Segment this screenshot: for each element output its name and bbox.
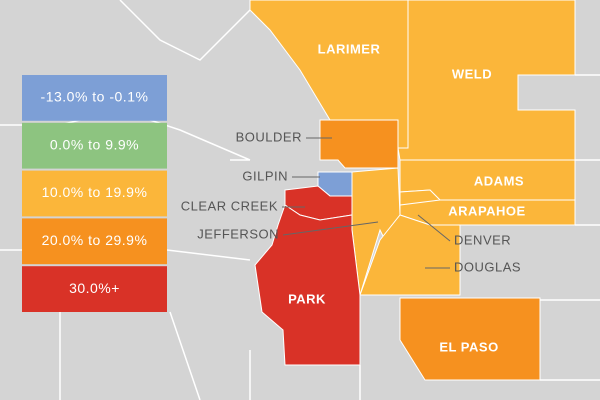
legend-swatch [22, 170, 167, 217]
county [397, 0, 576, 161]
leader-lines [282, 137, 451, 269]
legend-swatch [22, 122, 167, 169]
county-label: ARAPAHOE [448, 203, 525, 218]
county [254, 204, 361, 366]
county-label: EL PASO [439, 339, 498, 354]
county-label: DOUGLAS [454, 259, 521, 274]
county-label: BOULDER [236, 129, 302, 144]
county-label: DENVER [454, 232, 511, 247]
county [399, 297, 541, 381]
county [399, 189, 442, 206]
county-label: LARIMER [318, 41, 381, 56]
legend-swatch [22, 218, 167, 265]
county-label: GILPIN [242, 168, 288, 183]
legend-label: -13.0% to -0.1% [41, 89, 149, 105]
legend: -13.0% to -0.1% 0.0% to 9.9% 10.0% to 19.9… [22, 75, 167, 312]
county-label: WELD [452, 66, 492, 81]
county-label: PARK [288, 291, 326, 306]
legend-swatch [22, 75, 167, 121]
county-label: CLEAR CREEK [181, 198, 278, 213]
counties [249, 0, 576, 381]
legend-label: 10.0% to 19.9% [42, 184, 148, 200]
county-label: ADAMS [474, 173, 524, 188]
county-label: JEFFERSON [197, 226, 279, 241]
county [399, 199, 576, 226]
county [319, 119, 399, 169]
legend-label: 20.0% to 29.9% [42, 232, 148, 248]
legend-label: 30.0%+ [69, 280, 120, 296]
legend-label: 0.0% to 9.9% [50, 136, 139, 152]
legend-swatch [22, 266, 167, 312]
